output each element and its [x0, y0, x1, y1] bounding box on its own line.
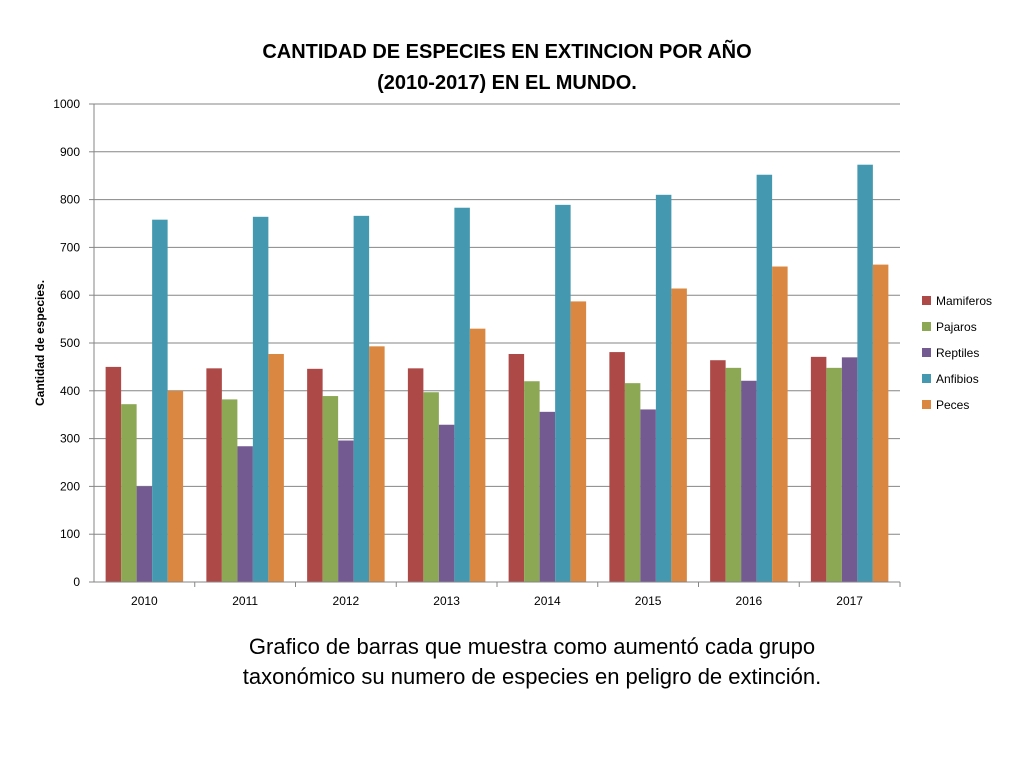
y-tick-label: 600 [60, 288, 80, 302]
bar-pajaros-2016 [725, 367, 742, 582]
bar-anfibios-2015 [655, 194, 672, 582]
legend-item-mamiferos: Mamiferos [922, 294, 992, 308]
x-tick-label: 2014 [534, 594, 561, 608]
bar-mamiferos-2012 [307, 368, 323, 582]
bar-pajaros-2013 [423, 392, 439, 582]
bar-mamiferos-2014 [508, 353, 525, 582]
legend-item-anfibios: Anfibios [922, 372, 979, 386]
y-axis-tick-labels: 0 100 200 300 400 500 600 700 800 900 1000 [53, 97, 94, 589]
y-tick-label: 900 [60, 145, 80, 159]
bar-peces-2011 [268, 353, 284, 582]
y-tick-label: 1000 [53, 97, 80, 111]
x-tick-label: 2017 [836, 594, 863, 608]
legend-label: Anfibios [936, 372, 979, 386]
legend: Mamiferos Pajaros Reptiles Anfibios Peces [922, 294, 992, 412]
bar-anfibios-2011 [252, 216, 269, 583]
legend-item-reptiles: Reptiles [922, 346, 979, 360]
y-tick-label: 500 [60, 336, 80, 350]
legend-swatch [922, 296, 931, 305]
x-tick-label: 2010 [131, 594, 158, 608]
y-tick-label: 0 [73, 575, 80, 589]
y-tick-label: 800 [60, 193, 80, 207]
bar-reptiles-2012 [338, 440, 354, 582]
bar-reptiles-2017 [841, 357, 858, 582]
x-tick-label: 2011 [232, 594, 258, 608]
bar-peces-2014 [570, 301, 587, 582]
bar-mamiferos-2015 [609, 352, 625, 582]
bar-mamiferos-2017 [810, 356, 827, 582]
bar-anfibios-2012 [353, 215, 370, 583]
bar-anfibios-2013 [454, 207, 470, 582]
bar-peces-2015 [671, 288, 687, 582]
bar-reptiles-2013 [438, 424, 455, 582]
chart-caption: Grafico de barras que muestra como aumen… [242, 634, 822, 689]
bar-peces-2010 [167, 390, 184, 582]
bar-peces-2012 [369, 346, 385, 582]
bar-reptiles-2011 [237, 446, 253, 582]
bar-peces-2016 [772, 266, 788, 582]
bars [105, 164, 889, 583]
y-axis-title: Cantidad de especies. [33, 280, 47, 406]
bar-reptiles-2016 [741, 380, 757, 582]
legend-item-peces: Peces [922, 398, 969, 412]
bar-pajaros-2010 [121, 404, 137, 582]
bar-pajaros-2011 [221, 399, 238, 582]
bar-pajaros-2015 [624, 383, 641, 582]
x-tick-label: 2016 [736, 594, 763, 608]
y-tick-label: 400 [60, 384, 80, 398]
legend-label: Pajaros [936, 320, 977, 334]
bar-peces-2013 [469, 328, 486, 582]
bar-reptiles-2010 [136, 486, 153, 582]
bar-pajaros-2017 [826, 367, 842, 582]
legend-label: Mamiferos [936, 294, 992, 308]
y-tick-label: 200 [60, 479, 80, 493]
bar-mamiferos-2011 [206, 368, 222, 582]
legend-swatch [922, 322, 931, 331]
bar-anfibios-2014 [555, 204, 571, 582]
legend-label: Reptiles [936, 346, 979, 360]
x-tick-label: 2015 [635, 594, 662, 608]
legend-swatch [922, 374, 931, 383]
y-tick-label: 100 [60, 527, 80, 541]
bar-reptiles-2014 [539, 411, 556, 582]
x-tick-label: 2013 [433, 594, 460, 608]
legend-label: Peces [936, 398, 969, 412]
chart: CANTIDAD DE ESPECIES EN EXTINCION POR AÑ… [33, 40, 992, 608]
legend-item-pajaros: Pajaros [922, 320, 977, 334]
chart-title-line-2: (2010-2017) EN EL MUNDO. [377, 72, 637, 94]
chart-title-line-1: CANTIDAD DE ESPECIES EN EXTINCION POR AÑ… [262, 40, 751, 63]
y-tick-label: 300 [60, 432, 80, 446]
bar-mamiferos-2010 [105, 366, 122, 582]
bar-pajaros-2014 [524, 381, 540, 582]
bar-mamiferos-2016 [710, 360, 726, 582]
y-tick-label: 700 [60, 240, 80, 254]
x-axis-tick-labels: 2010 2011 2012 2013 2014 2015 2016 2017 [131, 594, 863, 608]
bar-anfibios-2016 [756, 174, 773, 582]
bar-reptiles-2015 [640, 409, 656, 582]
bar-anfibios-2010 [152, 219, 168, 582]
bar-peces-2017 [872, 264, 889, 582]
bar-anfibios-2017 [857, 164, 873, 582]
legend-swatch [922, 400, 931, 409]
bar-pajaros-2012 [322, 396, 339, 582]
x-tick-label: 2012 [333, 594, 360, 608]
legend-swatch [922, 348, 931, 357]
bar-mamiferos-2013 [407, 368, 424, 582]
